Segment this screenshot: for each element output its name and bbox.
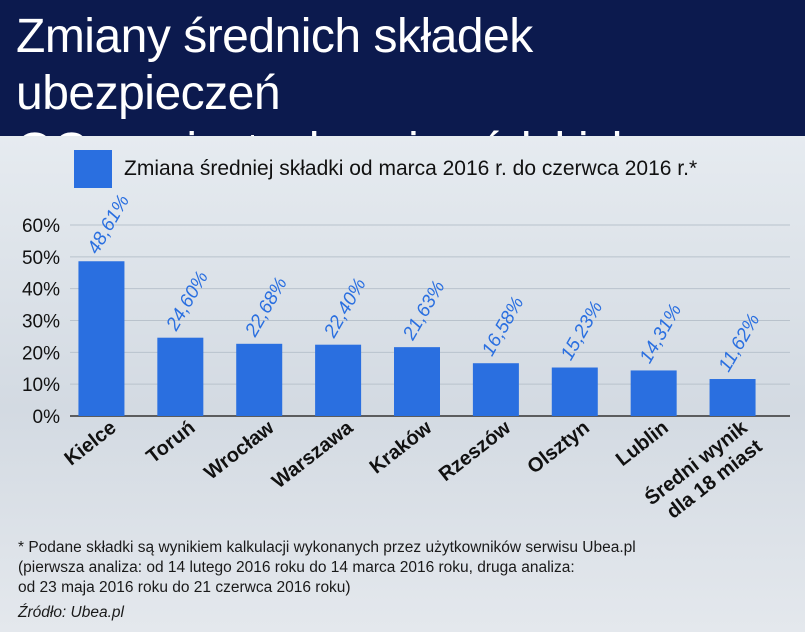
data-label: 15,23% <box>557 298 607 364</box>
bar <box>630 370 677 416</box>
x-tick-label: Rzeszów <box>435 416 515 486</box>
bar <box>709 379 756 416</box>
y-tick-label: 0% <box>33 407 61 428</box>
bar <box>472 363 519 416</box>
bar <box>551 367 598 416</box>
footnote: * Podane składki są wynikiem kalkulacji … <box>18 539 636 596</box>
y-tick-label: 60% <box>22 216 60 237</box>
y-tick-label: 10% <box>22 375 60 396</box>
x-tick-label: Wrocław <box>200 416 278 484</box>
legend-label: Zmiana średniej składki od marca 2016 r.… <box>124 157 698 180</box>
y-tick-label: 20% <box>22 343 60 364</box>
legend-swatch <box>74 150 112 188</box>
legend: Zmiana średniej składki od marca 2016 r.… <box>74 150 697 188</box>
data-label: 14,31% <box>636 301 686 367</box>
x-tick-label: Kielce <box>61 417 121 471</box>
data-label: 16,58% <box>478 293 528 359</box>
x-tick-label: Kraków <box>366 416 437 478</box>
data-label: 22,40% <box>320 275 371 342</box>
bar <box>394 347 440 416</box>
bar <box>157 337 204 416</box>
x-tick-label: Olsztyn <box>523 417 593 479</box>
x-tick-label: Warszawa <box>268 416 358 493</box>
data-label: 22,68% <box>241 274 292 341</box>
data-label: 21,63% <box>399 277 450 344</box>
bar <box>236 343 283 416</box>
bar <box>315 344 362 416</box>
x-tick-label: Toruń <box>142 417 199 468</box>
y-tick-label: 40% <box>22 280 60 301</box>
source-note: Źródło: Ubea.pl <box>18 604 124 621</box>
bar <box>78 261 125 416</box>
y-tick-label: 50% <box>22 248 60 269</box>
x-tick-label: Lublin <box>612 417 673 471</box>
data-label: 24,60% <box>162 268 213 335</box>
y-tick-label: 30% <box>22 312 60 333</box>
